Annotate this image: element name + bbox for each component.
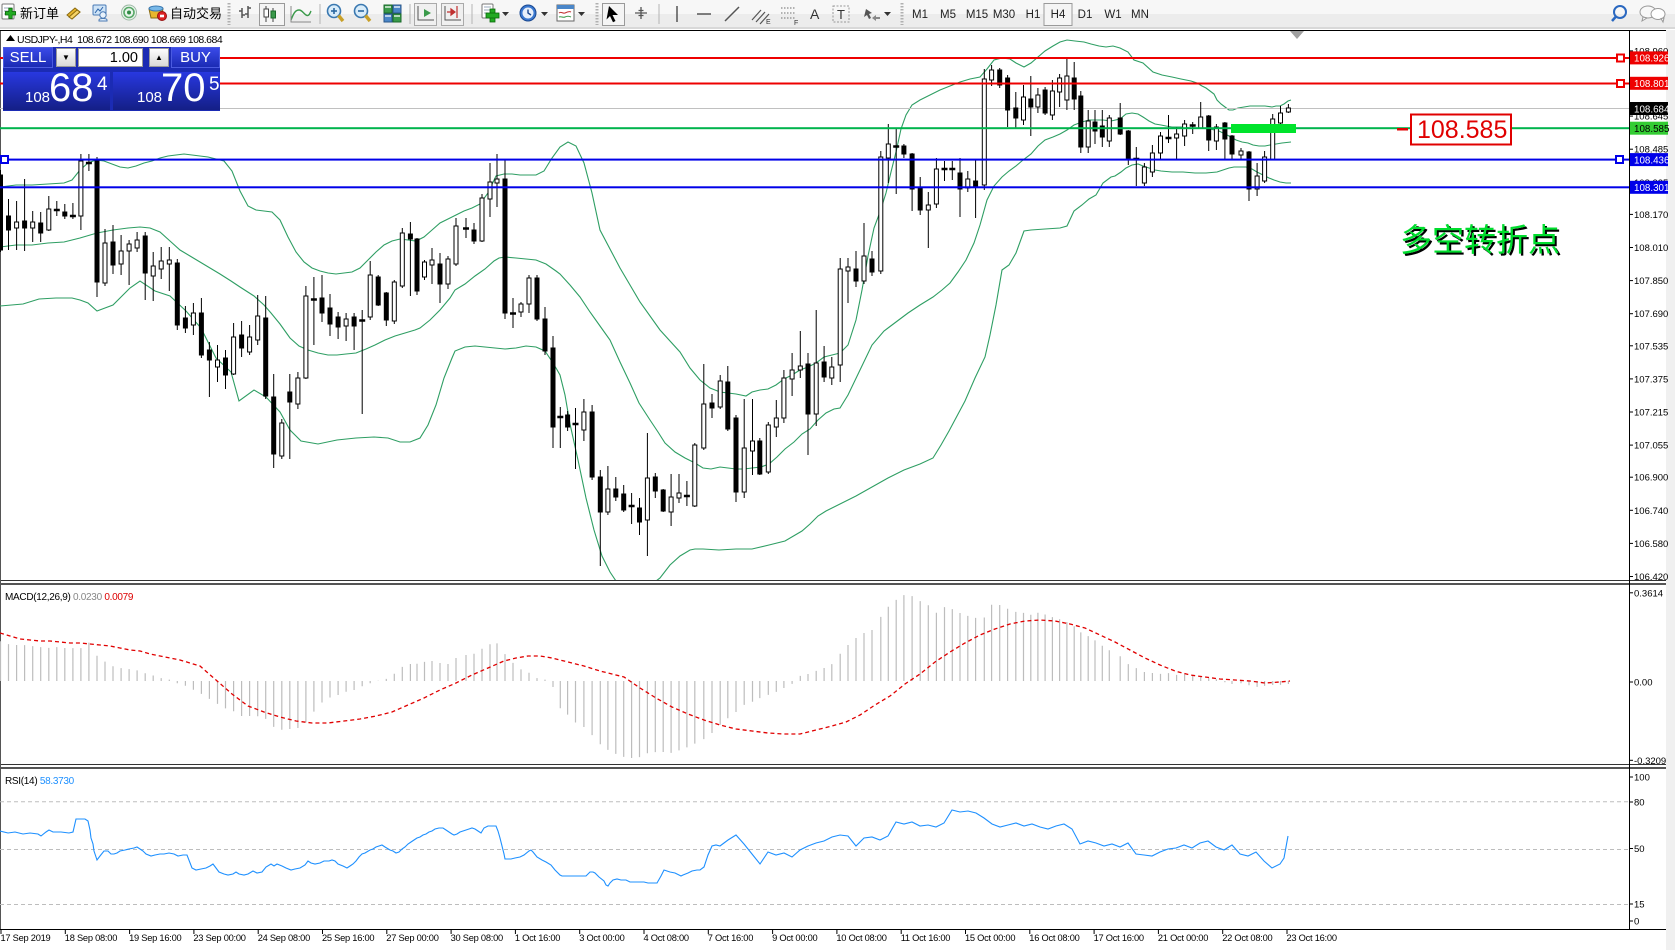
svg-text:108.301: 108.301 (1634, 183, 1669, 194)
svg-text:108.170: 108.170 (1634, 210, 1668, 221)
svg-text:1 Oct 16:00: 1 Oct 16:00 (515, 933, 560, 943)
svg-text:24 Sep 08:00: 24 Sep 08:00 (258, 933, 310, 943)
svg-text:W1: W1 (1104, 9, 1121, 21)
svg-text:F: F (794, 20, 798, 27)
svg-text:108.485: 108.485 (1634, 145, 1668, 156)
svg-text:0.3614: 0.3614 (1634, 588, 1663, 599)
svg-text:T: T (837, 7, 845, 22)
svg-text:7 Oct 16:00: 7 Oct 16:00 (708, 933, 753, 943)
svg-text:107.535: 107.535 (1634, 341, 1668, 352)
svg-text:RSI(14) 58.3730: RSI(14) 58.3730 (5, 776, 75, 787)
svg-text:80: 80 (1634, 798, 1645, 809)
svg-text:E: E (766, 19, 771, 26)
svg-text:23 Sep 00:00: 23 Sep 00:00 (193, 933, 245, 943)
svg-text:108.926: 108.926 (1634, 54, 1670, 65)
svg-text:3 Oct 00:00: 3 Oct 00:00 (579, 933, 624, 943)
svg-text:MN: MN (1131, 9, 1149, 21)
svg-text:0.00: 0.00 (1634, 678, 1653, 689)
svg-text:-0.3209: -0.3209 (1634, 756, 1666, 767)
svg-text:多空转折点: 多空转折点 (1402, 224, 1562, 260)
svg-text:108.585: 108.585 (1417, 116, 1507, 144)
svg-text:108.645: 108.645 (1634, 112, 1668, 123)
svg-text:106.740: 106.740 (1634, 506, 1668, 517)
svg-text:108.801: 108.801 (1634, 79, 1669, 90)
svg-text:108.684: 108.684 (1634, 104, 1670, 115)
svg-text:25 Sep 16:00: 25 Sep 16:00 (322, 933, 374, 943)
svg-text:M30: M30 (993, 9, 1015, 21)
svg-text:H4: H4 (1051, 9, 1066, 21)
svg-text:108.436: 108.436 (1634, 155, 1670, 166)
svg-text:11 Oct 16:00: 11 Oct 16:00 (901, 933, 951, 943)
svg-text:108.010: 108.010 (1634, 243, 1668, 254)
svg-text:106.580: 106.580 (1634, 539, 1668, 550)
svg-text:27 Sep 00:00: 27 Sep 00:00 (386, 933, 438, 943)
svg-text:0: 0 (1634, 917, 1639, 928)
svg-text:10 Oct 08:00: 10 Oct 08:00 (836, 933, 886, 943)
svg-text:多空转折点: 多空转折点 (1400, 222, 1560, 258)
svg-text:30 Sep 08:00: 30 Sep 08:00 (451, 933, 503, 943)
svg-text:18 Sep 08:00: 18 Sep 08:00 (65, 933, 117, 943)
svg-text:106.420: 106.420 (1634, 572, 1668, 583)
svg-text:9 Oct 00:00: 9 Oct 00:00 (772, 933, 817, 943)
svg-text:107.690: 107.690 (1634, 309, 1668, 320)
svg-text:21 Oct 00:00: 21 Oct 00:00 (1158, 933, 1208, 943)
svg-text:17 Oct 16:00: 17 Oct 16:00 (1094, 933, 1144, 943)
svg-text:15: 15 (1634, 900, 1645, 911)
svg-text:USDJPY-,H4 108.672 108.690 10: USDJPY-,H4 108.672 108.690 108.669 108.6… (17, 34, 223, 46)
svg-text:M1: M1 (912, 9, 928, 21)
svg-text:MACD(12,26,9) 0.0230 0.0079: MACD(12,26,9) 0.0230 0.0079 (5, 592, 134, 603)
svg-text:4 Oct 08:00: 4 Oct 08:00 (644, 933, 689, 943)
svg-text:新订单: 新订单 (20, 6, 59, 21)
svg-text:A: A (810, 6, 820, 22)
svg-text:15 Oct 00:00: 15 Oct 00:00 (965, 933, 1015, 943)
svg-text:106.900: 106.900 (1634, 473, 1668, 484)
svg-text:D1: D1 (1078, 9, 1093, 21)
svg-text:107.850: 107.850 (1634, 276, 1668, 287)
svg-text:自动交易: 自动交易 (170, 6, 222, 21)
svg-text:19 Sep 16:00: 19 Sep 16:00 (129, 933, 181, 943)
svg-text:107.375: 107.375 (1634, 374, 1668, 385)
svg-text:M15: M15 (966, 9, 988, 21)
svg-text:107.215: 107.215 (1634, 408, 1668, 419)
svg-text:H1: H1 (1026, 9, 1041, 21)
svg-text:16 Oct 08:00: 16 Oct 08:00 (1029, 933, 1079, 943)
svg-text:17 Sep 2019: 17 Sep 2019 (1, 933, 51, 943)
svg-text:100: 100 (1634, 773, 1650, 784)
svg-text:107.055: 107.055 (1634, 441, 1668, 452)
svg-text:22 Oct 08:00: 22 Oct 08:00 (1222, 933, 1272, 943)
svg-text:50: 50 (1634, 844, 1645, 855)
svg-text:M5: M5 (940, 9, 956, 21)
svg-text:23 Oct 16:00: 23 Oct 16:00 (1287, 933, 1337, 943)
svg-text:108.585: 108.585 (1634, 124, 1670, 135)
